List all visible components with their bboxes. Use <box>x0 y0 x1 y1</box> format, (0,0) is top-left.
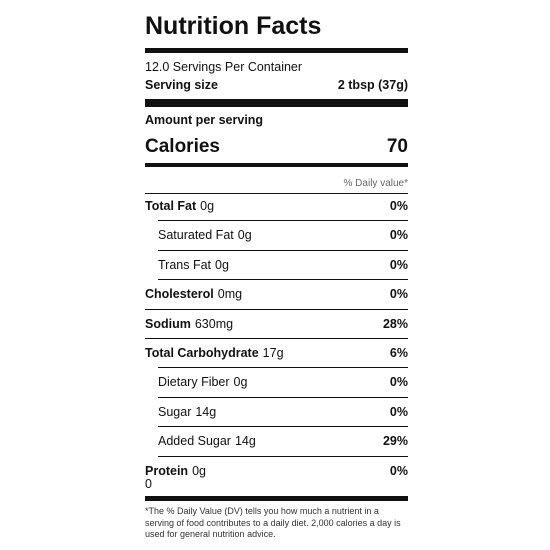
footnote: *The % Daily Value (DV) tells you how mu… <box>145 506 401 539</box>
nutrient-amount: 0g <box>192 463 206 478</box>
nutrient-dv: 6% <box>389 346 408 360</box>
nutrient-amount: 17g <box>262 346 284 360</box>
rule <box>158 396 408 398</box>
nutrient-dv: 28% <box>382 316 408 331</box>
rule <box>158 279 408 281</box>
calories-label: Calories <box>145 136 220 157</box>
nutrient-row: Cholesterol 0mg 0% <box>145 284 408 304</box>
nutrient-dv: 0% <box>389 404 408 419</box>
nutrient-name: Total Fat <box>145 199 197 213</box>
nutrient-name: Sodium <box>145 316 191 331</box>
nutrient-amount: 14g <box>195 404 217 419</box>
nutrient-row: Protein 0g 0% <box>145 461 408 481</box>
nutrient-amount: 0g <box>200 199 215 213</box>
nutrient-amount: 0g <box>237 228 252 243</box>
nutrient-row: Trans Fat 0g 0% <box>145 255 408 275</box>
rule <box>145 338 408 339</box>
nutrient-amount: 630mg <box>194 316 234 331</box>
nutrient-dv: 0% <box>389 199 408 213</box>
nutrient-dv: 0% <box>389 463 408 478</box>
nutrient-row: Total Carbohydrate 17g 6% <box>145 343 408 363</box>
rule <box>158 426 408 428</box>
nutrient-name: Sugar <box>158 404 192 419</box>
rule <box>145 496 408 501</box>
nutrient-amount: 0mg <box>217 287 243 302</box>
rule <box>158 455 408 457</box>
nutrient-dv: 0% <box>389 287 408 302</box>
nutrient-amount: 0g <box>215 257 229 272</box>
dv-header: % Daily value* <box>343 178 408 189</box>
nutrient-name: Dietary Fiber <box>158 375 230 390</box>
nutrient-row: Total Fat 0g 0% <box>145 196 408 216</box>
title: Nutrition Facts <box>145 12 322 40</box>
nutrient-note: 0 <box>145 476 152 491</box>
nutrient-dv: 0% <box>389 228 408 243</box>
amount-per-serving: Amount per serving <box>145 113 264 127</box>
nutrient-name: Cholesterol <box>145 287 214 302</box>
rule <box>145 48 408 53</box>
serving-size-value: 2 tbsp (37g) <box>337 78 408 92</box>
rule <box>145 163 408 167</box>
rule <box>145 193 408 194</box>
nutrient-row: Sodium 630mg 28% <box>145 314 408 334</box>
rule <box>145 308 408 310</box>
serving-size-label: Serving size <box>145 78 218 92</box>
servings: 12.0 Servings Per Container <box>145 60 303 74</box>
nutrient-amount: 14g <box>234 434 256 449</box>
rule <box>158 220 408 222</box>
rule <box>158 367 408 369</box>
nutrient-row: Saturated Fat 0g 0% <box>145 225 408 245</box>
nutrient-dv: 0% <box>389 257 408 272</box>
rule <box>158 249 408 251</box>
nutrient-name: Total Carbohydrate <box>145 346 259 360</box>
nutrient-name: Saturated Fat <box>158 228 234 243</box>
nutrient-name: Trans Fat <box>158 257 212 272</box>
nutrient-name: Protein <box>145 463 189 478</box>
nutrient-name: Added Sugar <box>158 434 231 449</box>
nutrient-amount: 0g <box>233 375 248 390</box>
nutrient-row: Dietary Fiber 0g 0% <box>145 372 408 392</box>
rule <box>145 99 408 107</box>
nutrient-row: Added Sugar 14g 29% <box>145 431 408 451</box>
nutrient-dv: 0% <box>389 375 408 390</box>
calories-value: 70 <box>386 136 408 157</box>
nutrient-row: Sugar 14g 0% <box>145 402 408 422</box>
nutrient-dv: 29% <box>382 434 408 449</box>
